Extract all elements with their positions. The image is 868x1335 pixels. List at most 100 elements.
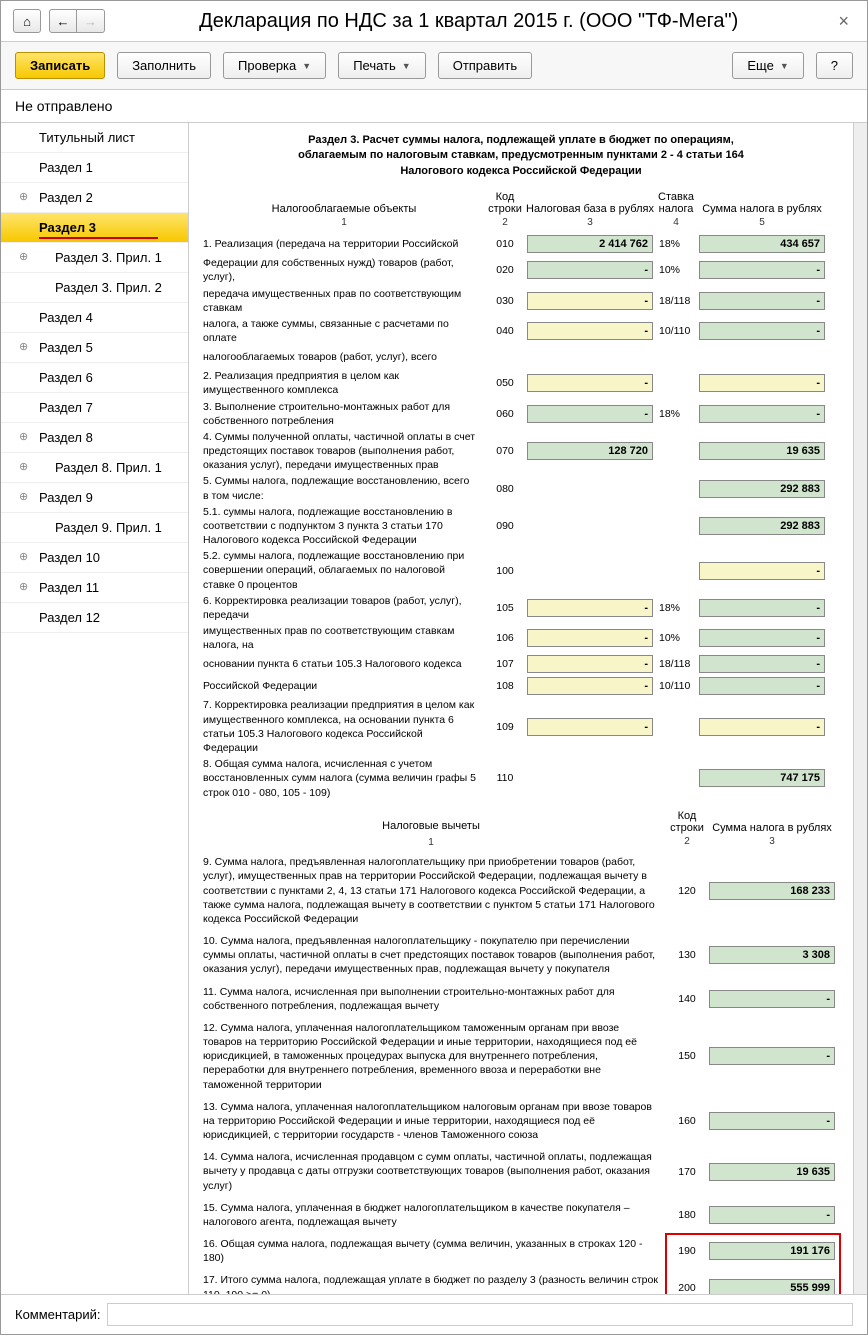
sidebar-item-6[interactable]: Раздел 4: [1, 303, 188, 333]
print-button[interactable]: Печать▼: [338, 52, 426, 79]
table1-row-: налогооблагаемых товаров (работ, услуг),…: [203, 347, 839, 367]
sidebar-item-13[interactable]: Раздел 9. Прил. 1: [1, 513, 188, 543]
table1-row-108: Российской Федерации108-10/110-: [203, 676, 839, 696]
sidebar-item-4[interactable]: Раздел 3. Прил. 1: [1, 243, 188, 273]
fill-button[interactable]: Заполнить: [117, 52, 211, 79]
table1-row-100: 5.2. суммы налога, подлежащие восстановл…: [203, 549, 839, 592]
sidebar-item-9[interactable]: Раздел 7: [1, 393, 188, 423]
sidebar-item-2[interactable]: Раздел 2: [1, 183, 188, 213]
base-010[interactable]: 2 414 762: [527, 235, 653, 253]
tax-190[interactable]: 191 176: [709, 1242, 835, 1260]
table1-row-070: 4. Суммы полученной оплаты, частичной оп…: [203, 430, 839, 473]
table1-row-090: 5.1. суммы налога, подлежащие восстановл…: [203, 505, 839, 548]
sidebar-item-5[interactable]: Раздел 3. Прил. 2: [1, 273, 188, 303]
tax-050[interactable]: -: [699, 374, 825, 392]
base-108[interactable]: -: [527, 677, 653, 695]
tax-160[interactable]: -: [709, 1112, 835, 1130]
table2-header: Налоговые вычеты Код строки Сумма налога…: [203, 810, 839, 834]
table2-row-160: 13. Сумма налога, уплаченная налогоплате…: [203, 1100, 839, 1143]
base-020[interactable]: -: [527, 261, 653, 279]
titlebar: ⌂ ← → Декларация по НДС за 1 квартал 201…: [1, 1, 867, 42]
sidebar-item-11[interactable]: Раздел 8. Прил. 1: [1, 453, 188, 483]
base-030[interactable]: -: [527, 292, 653, 310]
help-button[interactable]: ?: [816, 52, 853, 79]
base-060[interactable]: -: [527, 405, 653, 423]
table2-row-140: 11. Сумма налога, исчисленная при выполн…: [203, 985, 839, 1013]
sidebar: Титульный листРаздел 1Раздел 2Раздел 3Ра…: [1, 123, 189, 1294]
table1-row-060: 3. Выполнение строительно-монтажных рабо…: [203, 400, 839, 428]
base-105[interactable]: -: [527, 599, 653, 617]
tax-106[interactable]: -: [699, 629, 825, 647]
comment-label: Комментарий:: [15, 1307, 101, 1322]
tax-108[interactable]: -: [699, 677, 825, 695]
tax-170[interactable]: 19 635: [709, 1163, 835, 1181]
content-area: Раздел 3. Расчет суммы налога, подлежаще…: [189, 123, 853, 1294]
back-button[interactable]: ←: [49, 9, 77, 33]
tax-140[interactable]: -: [709, 990, 835, 1008]
base-107[interactable]: -: [527, 655, 653, 673]
tax-130[interactable]: 3 308: [709, 946, 835, 964]
table1-row-110: 8. Общая сумма налога, исчисленная с уче…: [203, 757, 839, 800]
sidebar-item-12[interactable]: Раздел 9: [1, 483, 188, 513]
tax-100[interactable]: -: [699, 562, 825, 580]
tax-105[interactable]: -: [699, 599, 825, 617]
sidebar-item-7[interactable]: Раздел 5: [1, 333, 188, 363]
section-title: Раздел 3. Расчет суммы налога, подлежаще…: [203, 133, 839, 179]
send-button[interactable]: Отправить: [438, 52, 532, 79]
sidebar-item-10[interactable]: Раздел 8: [1, 423, 188, 453]
tax-080[interactable]: 292 883: [699, 480, 825, 498]
table1-row-030: передача имущественных прав по соответст…: [203, 287, 839, 315]
base-040[interactable]: -: [527, 322, 653, 340]
toolbar: Записать Заполнить Проверка▼ Печать▼ Отп…: [1, 42, 867, 90]
table1-row-105: 6. Корректировка реализации товаров (раб…: [203, 594, 839, 622]
sidebar-item-1[interactable]: Раздел 1: [1, 153, 188, 183]
base-109[interactable]: -: [527, 718, 653, 736]
tax-107[interactable]: -: [699, 655, 825, 673]
tax-070[interactable]: 19 635: [699, 442, 825, 460]
close-icon[interactable]: ×: [832, 11, 855, 32]
table2-row-130: 10. Сумма налога, предъявленная налогопл…: [203, 934, 839, 977]
tax-060[interactable]: -: [699, 405, 825, 423]
table2-subheader: 1 2 3: [203, 836, 839, 850]
table1-row-040: налога, а также суммы, связанные с расче…: [203, 317, 839, 345]
check-button[interactable]: Проверка▼: [223, 52, 326, 79]
base-106[interactable]: -: [527, 629, 653, 647]
tax-020[interactable]: -: [699, 261, 825, 279]
table1-subheader: 1 2 3 4 5: [203, 217, 839, 228]
sidebar-item-15[interactable]: Раздел 11: [1, 573, 188, 603]
forward-button[interactable]: →: [77, 9, 105, 33]
tax-040[interactable]: -: [699, 322, 825, 340]
sidebar-item-3[interactable]: Раздел 3: [1, 213, 188, 243]
footer: Комментарий:: [1, 1294, 867, 1334]
sidebar-item-14[interactable]: Раздел 10: [1, 543, 188, 573]
tax-150[interactable]: -: [709, 1047, 835, 1065]
base-050[interactable]: -: [527, 374, 653, 392]
table2-row-190: 16. Общая сумма налога, подлежащая вычет…: [203, 1237, 839, 1265]
sidebar-item-8[interactable]: Раздел 6: [1, 363, 188, 393]
tax-090[interactable]: 292 883: [699, 517, 825, 535]
home-button[interactable]: ⌂: [13, 9, 41, 33]
table1-row-020: Федерации для собственных нужд) товаров …: [203, 256, 839, 284]
table2-row-150: 12. Сумма налога, уплаченная налогоплате…: [203, 1021, 839, 1092]
tax-030[interactable]: -: [699, 292, 825, 310]
tax-200[interactable]: 555 999: [709, 1279, 835, 1294]
base-070[interactable]: 128 720: [527, 442, 653, 460]
tax-109[interactable]: -: [699, 718, 825, 736]
table1-row-107: основании пункта 6 статьи 105.3 Налогово…: [203, 654, 839, 674]
tax-110[interactable]: 747 175: [699, 769, 825, 787]
tax-120[interactable]: 168 233: [709, 882, 835, 900]
save-button[interactable]: Записать: [15, 52, 105, 79]
table1-row-080: 5. Суммы налога, подлежащие восстановлен…: [203, 474, 839, 502]
tax-010[interactable]: 434 657: [699, 235, 825, 253]
tax-180[interactable]: -: [709, 1206, 835, 1224]
table1-row-050: 2. Реализация предприятия в целом как им…: [203, 369, 839, 397]
more-button[interactable]: Еще▼: [732, 52, 803, 79]
table1-header: Налогооблагаемые объекты Код строки Нало…: [203, 191, 839, 215]
comment-input[interactable]: [107, 1303, 854, 1326]
vertical-scrollbar[interactable]: [853, 123, 867, 1294]
sidebar-item-0[interactable]: Титульный лист: [1, 123, 188, 153]
table1-row-109: 7. Корректировка реализации предприятия …: [203, 698, 839, 755]
table1-row-106: имущественных прав по соответствующим ст…: [203, 624, 839, 652]
table2-row-200: 17. Итого сумма налога, подлежащая уплат…: [203, 1273, 839, 1294]
sidebar-item-16[interactable]: Раздел 12: [1, 603, 188, 633]
